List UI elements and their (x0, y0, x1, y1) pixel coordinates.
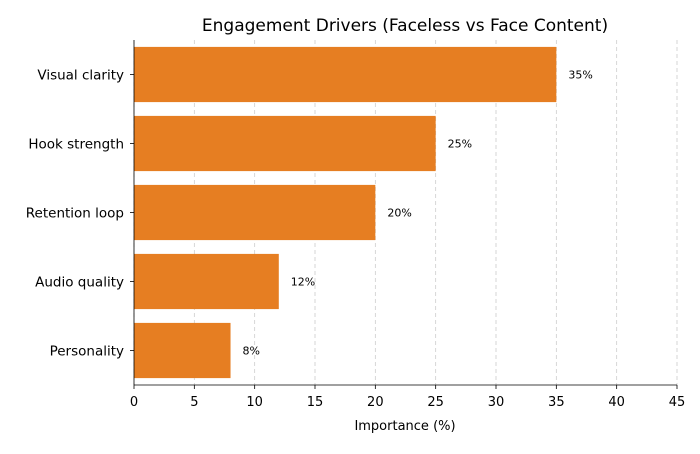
x-tick-label: 35 (548, 395, 565, 410)
x-axis-label: Importance (%) (354, 419, 455, 434)
chart-title: Engagement Drivers (Faceless vs Face Con… (202, 16, 608, 36)
x-tick-label: 10 (246, 395, 263, 410)
data-label: 35% (568, 69, 592, 82)
data-label: 12% (291, 276, 315, 289)
data-label: 8% (243, 345, 260, 358)
y-tick-label: Retention loop (26, 206, 124, 222)
y-tick-label: Hook strength (28, 137, 124, 153)
bar (134, 115, 436, 172)
x-tick-label: 0 (130, 395, 138, 410)
y-tick-label: Personality (50, 344, 124, 360)
bar (134, 184, 376, 241)
x-tick-label: 20 (367, 395, 384, 410)
y-tick-label: Visual clarity (37, 68, 124, 84)
x-tick-label: 30 (488, 395, 505, 410)
data-label: 25% (448, 138, 472, 151)
bar (134, 253, 279, 310)
x-tick-label: 25 (427, 395, 444, 410)
x-tick-label: 5 (190, 395, 198, 410)
y-tick-label: Audio quality (35, 275, 124, 291)
bar (134, 322, 231, 379)
bar (134, 46, 557, 103)
x-tick-label: 40 (608, 395, 625, 410)
x-tick-label: 15 (307, 395, 324, 410)
data-label: 20% (387, 207, 411, 220)
x-tick-label: 45 (669, 395, 686, 410)
